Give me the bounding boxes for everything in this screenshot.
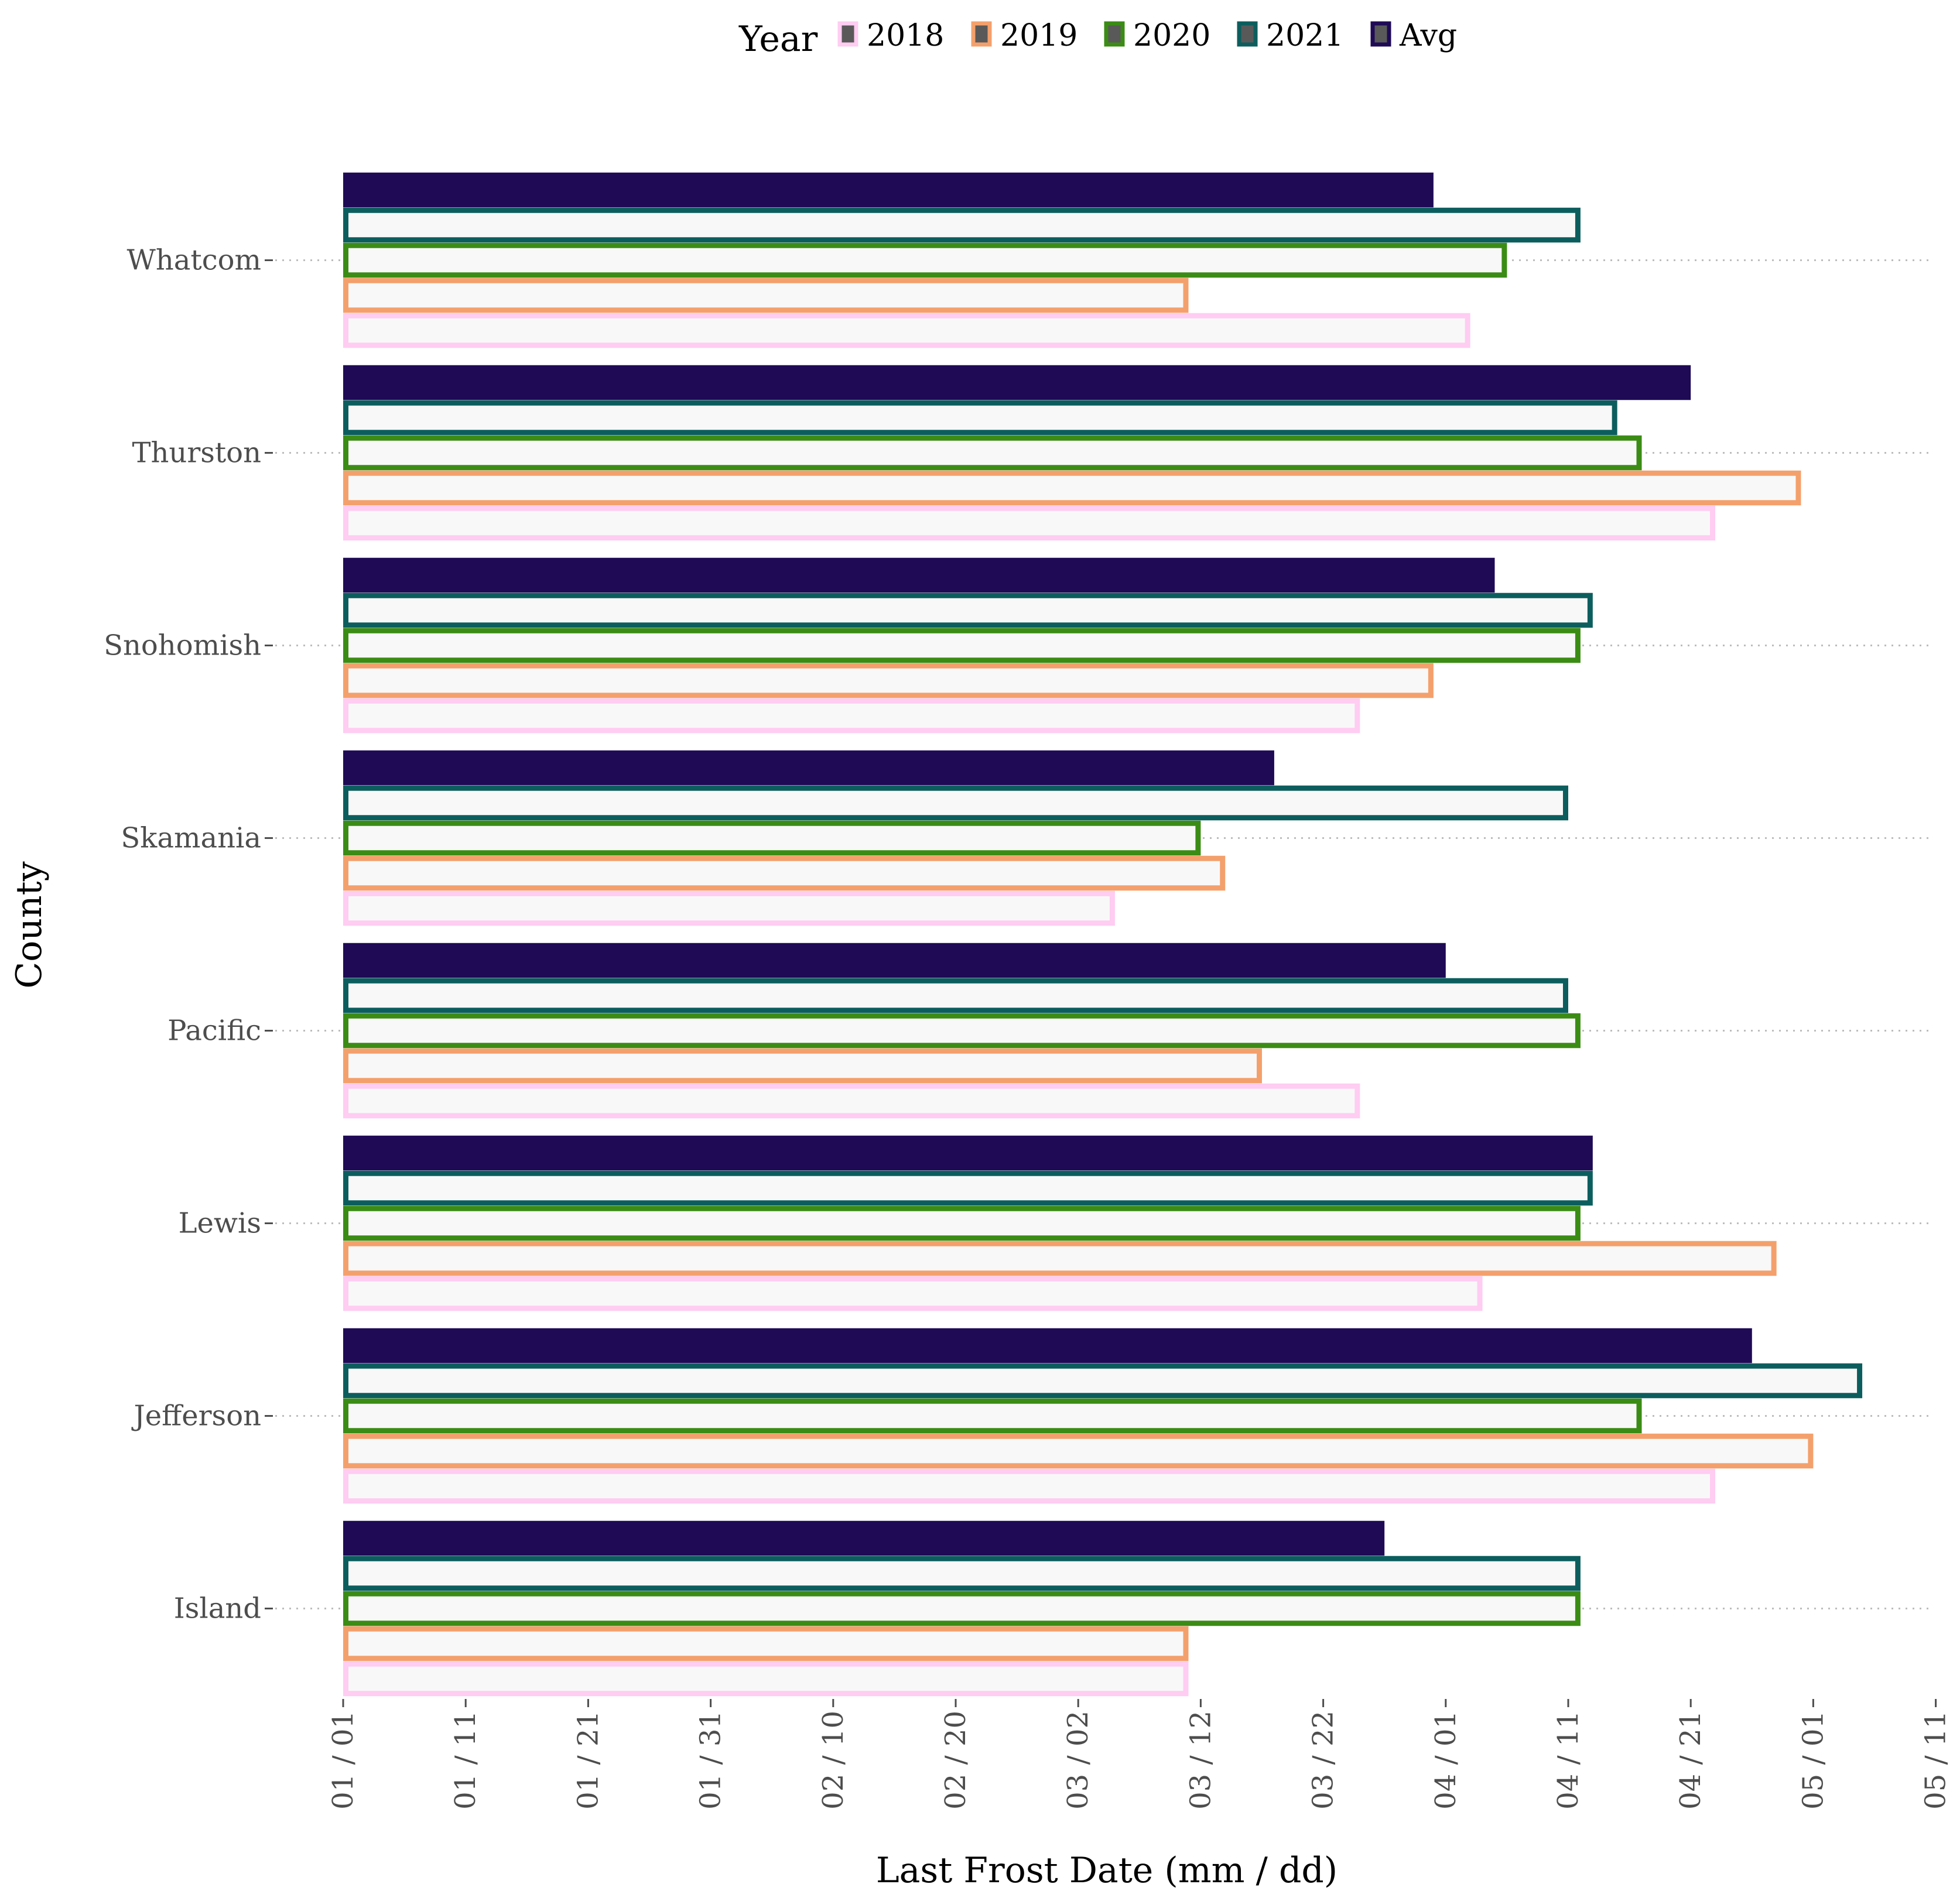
bar-snohomish-2021 <box>343 592 1593 628</box>
legend-key-2019 <box>971 21 992 47</box>
y-tick-label-jefferson: Jefferson <box>131 1400 261 1433</box>
bar-island-avg <box>343 1520 1385 1556</box>
legend-key-2020 <box>1104 21 1125 47</box>
bar-pacific-2021 <box>343 978 1568 1013</box>
bar-whatcom-2020 <box>343 242 1507 278</box>
bar-jefferson-2020 <box>343 1398 1642 1434</box>
x-tick-label: 04 / 11 <box>1552 1711 1585 1810</box>
bar-pacific-2018 <box>343 1083 1360 1119</box>
x-tick-label: 04 / 01 <box>1429 1711 1462 1810</box>
y-tick-label-thurston: Thurston <box>132 437 261 470</box>
x-tick-label: 02 / 10 <box>817 1711 850 1810</box>
bar-island-2021 <box>343 1556 1581 1591</box>
bar-marks <box>343 172 1863 1697</box>
bar-lewis-avg <box>343 1135 1593 1171</box>
x-tick-label: 05 / 11 <box>1920 1711 1952 1810</box>
y-tick-label-pacific: Pacific <box>167 1015 261 1047</box>
bar-island-2019 <box>343 1626 1189 1662</box>
x-tick-label: 01 / 11 <box>449 1711 482 1810</box>
legend-swatch-avg <box>1370 21 1391 47</box>
bar-lewis-2021 <box>343 1170 1593 1206</box>
x-tick-label: 01 / 01 <box>327 1711 360 1810</box>
bar-skamania-2021 <box>343 785 1568 821</box>
bar-thurston-2020 <box>343 435 1642 471</box>
y-axis: Whatcom Thurston Snohomish Skamania Pacific L… <box>104 244 273 1625</box>
y-tick-label-skamania: Skamania <box>121 822 261 855</box>
legend-label-2021: 2021 <box>1266 18 1343 53</box>
legend-label-2019: 2019 <box>1000 18 1078 53</box>
legend-swatch-2020 <box>1104 21 1125 47</box>
bar-jefferson-2021 <box>343 1363 1863 1399</box>
legend-label-2020: 2020 <box>1133 18 1210 53</box>
legend-swatch-2021 <box>1237 21 1258 47</box>
bar-lewis-2019 <box>343 1241 1777 1276</box>
bar-lewis-2020 <box>343 1205 1581 1241</box>
y-axis-title: County <box>9 861 50 988</box>
x-tick-label: 04 / 21 <box>1674 1711 1707 1810</box>
bar-jefferson-avg <box>343 1328 1752 1364</box>
legend-key-2021 <box>1237 21 1258 47</box>
bar-snohomish-2020 <box>343 628 1581 663</box>
bar-snohomish-2018 <box>343 698 1360 734</box>
bar-thurston-2019 <box>343 470 1801 506</box>
x-tick-label: 03 / 02 <box>1062 1711 1094 1810</box>
y-tick-label-island: Island <box>174 1592 261 1625</box>
bar-jefferson-2019 <box>343 1433 1814 1469</box>
x-tick-label: 01 / 21 <box>572 1711 604 1810</box>
y-tick-label-whatcom: Whatcom <box>127 244 261 277</box>
legend-label-2018: 2018 <box>867 18 944 53</box>
bar-snohomish-2019 <box>343 663 1434 698</box>
bar-island-2020 <box>343 1591 1581 1626</box>
bar-thurston-2021 <box>343 400 1617 436</box>
bar-island-2018 <box>343 1661 1189 1697</box>
x-tick-label: 03 / 22 <box>1307 1711 1340 1810</box>
x-tick-label: 02 / 20 <box>939 1711 972 1810</box>
bar-whatcom-2018 <box>343 313 1470 348</box>
bar-pacific-2019 <box>343 1048 1262 1084</box>
x-axis-title: Last Frost Date (mm / dd) <box>876 1850 1338 1891</box>
bar-whatcom-2021 <box>343 207 1581 243</box>
x-tick-label: 05 / 01 <box>1797 1711 1829 1810</box>
legend: Year 2018 2019 2020 2021 Avg <box>738 18 1457 60</box>
bar-thurston-2018 <box>343 505 1716 541</box>
bar-whatcom-2019 <box>343 278 1189 313</box>
legend-swatch-2018 <box>837 21 858 47</box>
legend-swatch-2019 <box>971 21 992 47</box>
legend-title: Year <box>738 19 818 60</box>
y-tick-label-lewis: Lewis <box>179 1207 261 1240</box>
bar-skamania-avg <box>343 750 1274 786</box>
bar-jefferson-2018 <box>343 1468 1716 1504</box>
bar-skamania-2020 <box>343 820 1201 856</box>
legend-label-avg: Avg <box>1399 18 1457 53</box>
bar-skamania-2019 <box>343 855 1226 891</box>
bar-pacific-2020 <box>343 1013 1581 1049</box>
bar-snohomish-avg <box>343 557 1495 593</box>
bar-whatcom-avg <box>343 172 1434 208</box>
x-axis: 01 / 01 01 / 11 01 / 21 01 / 31 02 / 10 02 / … <box>327 1699 1952 1810</box>
legend-key-2018 <box>837 21 858 47</box>
bar-skamania-2018 <box>343 890 1115 926</box>
x-tick-label: 03 / 12 <box>1184 1711 1217 1810</box>
bar-pacific-avg <box>343 943 1446 978</box>
x-tick-label: 01 / 31 <box>695 1711 727 1810</box>
bar-thurston-avg <box>343 365 1691 400</box>
bar-lewis-2018 <box>343 1276 1483 1311</box>
y-tick-label-snohomish: Snohomish <box>104 629 261 662</box>
legend-key-avg <box>1370 21 1391 47</box>
